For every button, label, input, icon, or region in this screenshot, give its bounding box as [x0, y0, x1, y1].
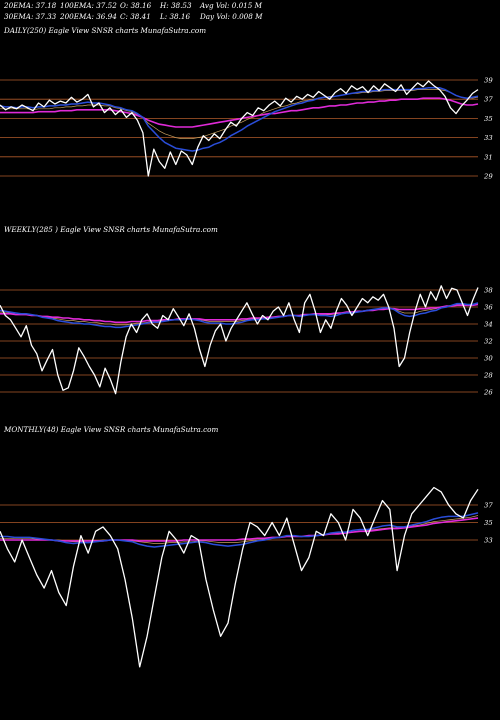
- daily-y-tick-label: 39: [484, 77, 493, 85]
- daily-y-tick-label: 31: [484, 153, 493, 161]
- stat-200ema: 200EMA: 36.94: [59, 12, 117, 21]
- panel-daily: DAILY(250) Eagle View SNSR charts Munafa…: [0, 26, 493, 181]
- weekly-ema-short-line: [0, 302, 479, 329]
- stat-low: L: 38.16: [159, 12, 190, 21]
- daily-y-tick-label: 29: [483, 173, 493, 181]
- weekly-y-tick-label: 38: [484, 287, 493, 295]
- daily-price-line: [0, 80, 479, 177]
- stat-100ema: 100EMA: 37.52: [60, 1, 117, 10]
- panel-monthly: MONTHLY(48) Eagle View SNSR charts Munaf…: [0, 425, 493, 668]
- daily-y-tick-label: 33: [484, 134, 493, 142]
- weekly-ema-mid-line: [0, 303, 479, 326]
- monthly-y-tick-label: 35: [484, 519, 493, 527]
- stat-30ema: 30EMA: 37.33: [4, 12, 57, 21]
- weekly-y-tick-label: 32: [484, 338, 493, 346]
- weekly-y-tick-label: 34: [484, 321, 493, 329]
- weekly-price-line: [0, 285, 479, 395]
- panel-weekly: WEEKLY(285 ) Eagle View SNSR charts Muna…: [0, 225, 493, 397]
- header-stats: 20EMA: 37.18 100EMA: 37.52 O: 38.16 H: 3…: [3, 1, 263, 21]
- stat-day-vol: Day Vol: 0.008 M: [199, 12, 263, 21]
- daily-ema-short-line: [0, 86, 479, 152]
- stat-open: O: 38.16: [120, 1, 152, 10]
- weekly-ema-long-line: [0, 303, 479, 324]
- stat-20ema: 20EMA: 37.18: [3, 1, 57, 10]
- weekly-y-tick-label: 30: [484, 355, 493, 363]
- weekly-y-tick-label: 36: [484, 304, 493, 312]
- weekly-y-tick-label: 26: [483, 389, 493, 397]
- daily-panel-label: DAILY(250) Eagle View SNSR charts Munafa…: [3, 26, 206, 35]
- monthly-price-line: [0, 486, 479, 668]
- monthly-panel-label: MONTHLY(48) Eagle View SNSR charts Munaf…: [3, 425, 218, 434]
- stat-high: H: 38.53: [159, 1, 192, 10]
- monthly-y-tick-label: 33: [484, 537, 493, 545]
- stat-close: C: 38.41: [120, 12, 151, 21]
- weekly-y-tick-label: 28: [483, 372, 493, 380]
- stat-avg-vol: Avg Vol: 0.015 M: [199, 1, 263, 10]
- daily-y-tick-label: 37: [484, 96, 493, 104]
- daily-y-tick-label: 35: [484, 115, 493, 123]
- daily-ema-long-line: [0, 97, 479, 128]
- monthly-y-tick-label: 37: [484, 502, 493, 510]
- weekly-panel-label: WEEKLY(285 ) Eagle View SNSR charts Muna…: [4, 225, 218, 234]
